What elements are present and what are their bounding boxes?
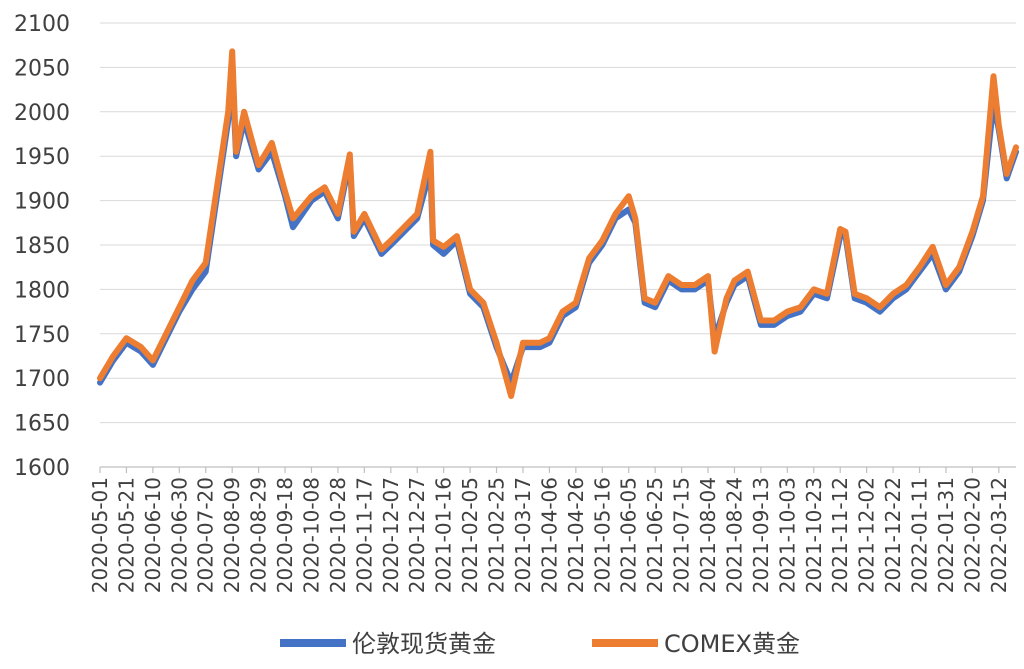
y-tick-label: 1600	[14, 456, 70, 481]
y-tick-label: 1800	[14, 278, 70, 303]
x-tick-label: 2020-05-21	[114, 477, 138, 593]
x-tick-label: 2021-03-17	[511, 477, 535, 593]
legend: 伦敦现货黄金 COMEX黄金	[280, 630, 800, 658]
legend-label-comex: COMEX黄金	[664, 630, 800, 658]
x-tick-label: 2021-04-06	[537, 477, 561, 593]
x-tick-label: 2020-05-01	[88, 477, 112, 593]
y-tick-label: 2000	[14, 101, 70, 126]
x-tick-label: 2021-08-24	[722, 477, 746, 593]
x-tick-label: 2021-10-23	[802, 477, 826, 593]
x-tick-label: 2020-09-18	[273, 477, 297, 593]
x-tick-label: 2020-10-08	[299, 477, 323, 593]
x-tick-label: 2021-12-02	[855, 477, 879, 593]
y-tick-label: 1900	[14, 190, 70, 215]
x-tick-label: 2020-12-07	[379, 477, 403, 593]
x-tick-label: 2021-09-13	[749, 477, 773, 593]
x-tick-label: 2020-10-28	[326, 477, 350, 593]
x-tick-label: 2021-02-05	[458, 477, 482, 593]
y-tick-label: 1750	[14, 323, 70, 348]
x-tick-label: 2022-03-12	[987, 477, 1011, 593]
x-tick-label: 2021-06-05	[617, 477, 641, 593]
x-tick-label: 2021-05-16	[590, 477, 614, 593]
x-tick-label: 2021-06-25	[643, 477, 667, 593]
series-line-1	[97, 48, 1019, 399]
x-tick-label: 2021-01-16	[432, 477, 456, 593]
x-tick-label: 2021-07-15	[670, 477, 694, 593]
x-tick-label: 2020-06-30	[167, 477, 191, 593]
x-tick-label: 2020-08-29	[247, 477, 271, 593]
x-tick-label: 2020-06-10	[141, 477, 165, 593]
y-tick-label: 2100	[14, 12, 70, 37]
legend-label-london-spot: 伦敦现货黄金	[352, 630, 496, 658]
x-tick-label: 2020-07-20	[194, 477, 218, 593]
x-axis-ticks: 2020-05-01 2020-05-21 2020-06-10 2020-06-30…	[88, 477, 1011, 593]
x-tick-label: 2020-08-09	[220, 477, 244, 593]
x-tick-label: 2021-04-26	[564, 477, 588, 593]
x-tick-label: 2021-08-04	[696, 477, 720, 593]
x-tick-label: 2020-11-17	[352, 477, 376, 593]
x-tick-label: 2021-02-25	[485, 477, 509, 593]
x-axis	[99, 466, 1016, 473]
y-tick-label: 1650	[14, 412, 70, 437]
y-tick-label: 2050	[14, 56, 70, 81]
x-tick-label: 2022-02-20	[960, 477, 984, 593]
gridlines	[100, 22, 1016, 424]
x-tick-label: 2020-12-27	[405, 477, 429, 593]
series-lines	[97, 48, 1019, 399]
x-tick-label: 2021-11-12	[828, 477, 852, 593]
x-tick-label: 2022-01-31	[934, 477, 958, 593]
y-tick-label: 1850	[14, 234, 70, 259]
y-tick-label: 1950	[14, 145, 70, 170]
y-tick-label: 1700	[14, 367, 70, 392]
x-tick-label: 2021-10-03	[775, 477, 799, 593]
x-tick-label: 2021-12-22	[881, 477, 905, 593]
x-tick-label: 2022-01-11	[908, 477, 932, 593]
y-axis-ticks: 1600 1650 1700 1750 1800 1850 1900 1950 2000 2050…	[14, 12, 70, 481]
